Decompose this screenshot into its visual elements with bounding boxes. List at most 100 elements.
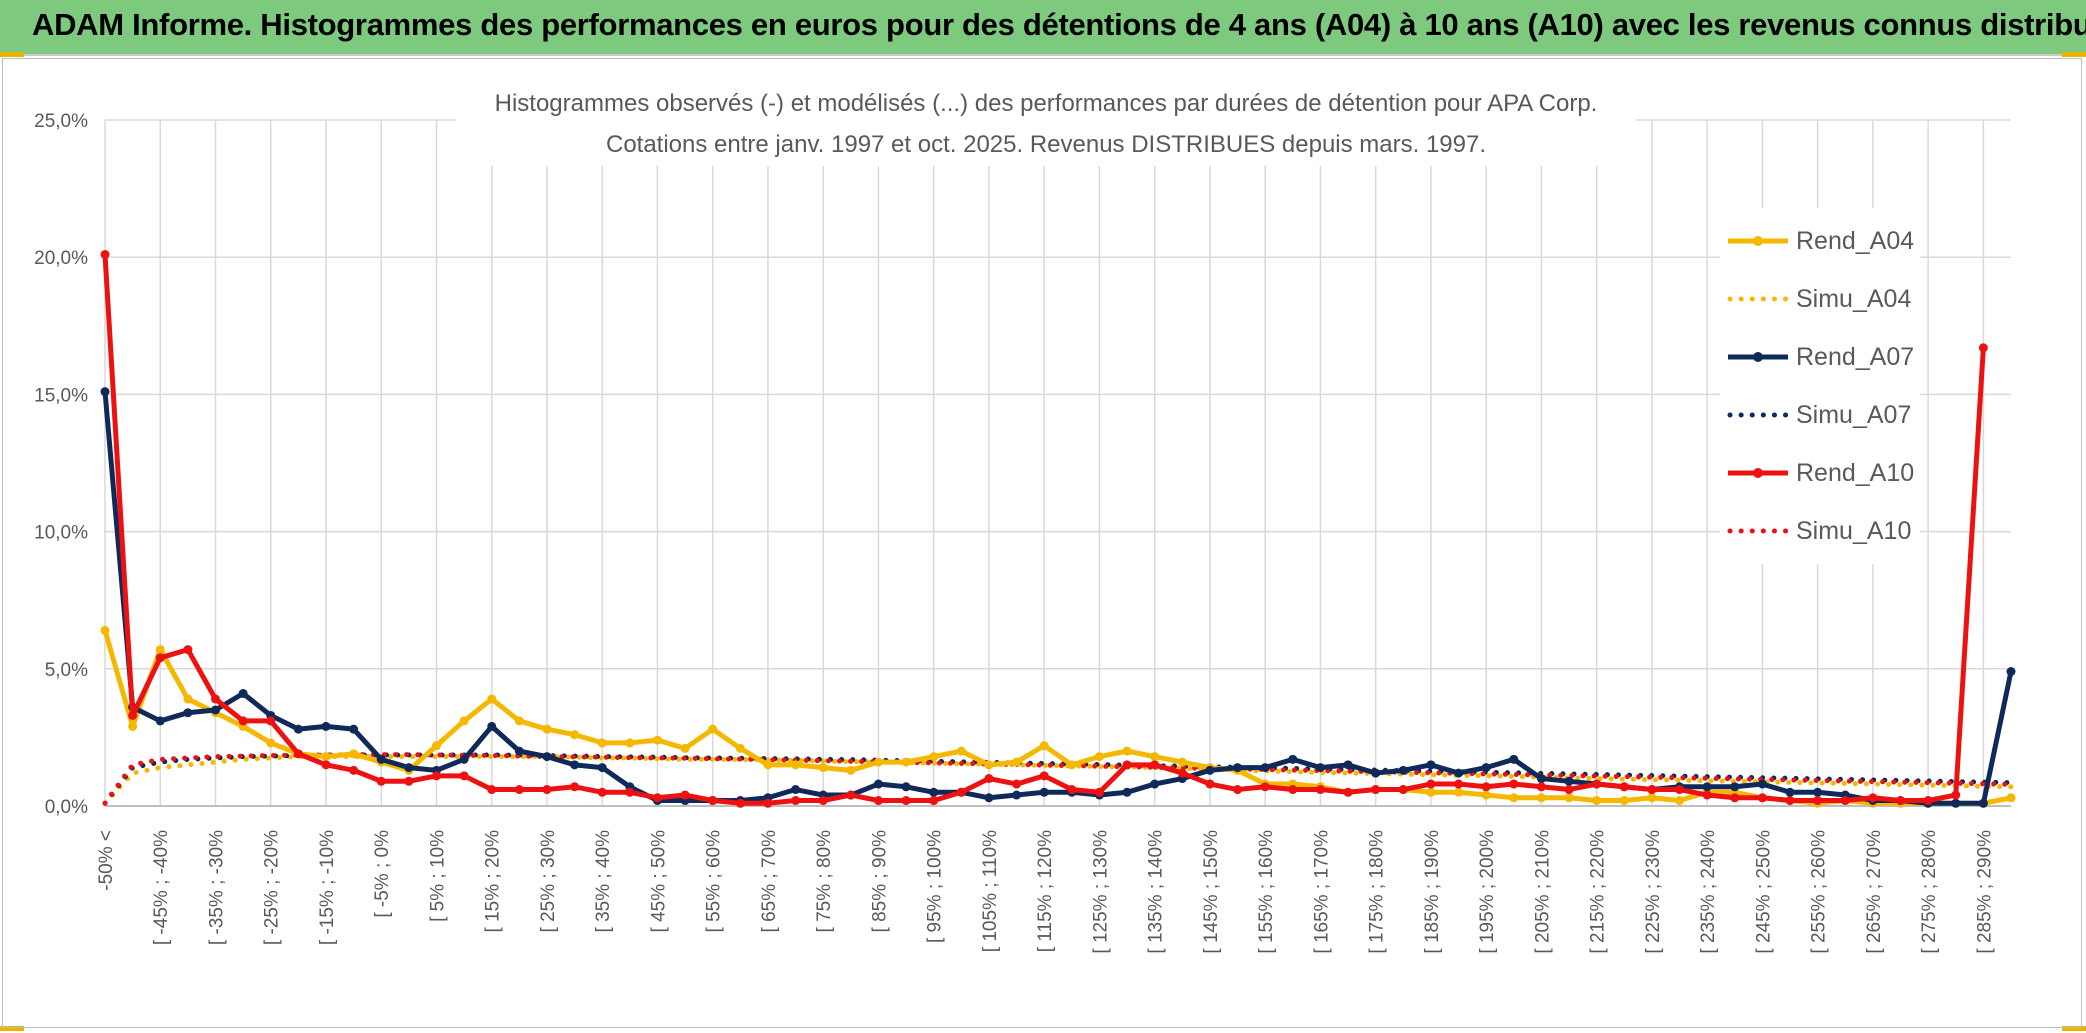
- data-point: [735, 798, 745, 808]
- legend-item: Rend_A04: [1726, 212, 1914, 270]
- data-point: [542, 724, 552, 734]
- y-tick-label: 10,0%: [34, 523, 88, 544]
- data-point: [514, 785, 524, 795]
- data-point: [1509, 779, 1519, 789]
- data-point: [791, 760, 801, 770]
- data-point: [1481, 763, 1491, 773]
- data-point: [1012, 757, 1022, 767]
- data-point: [2006, 667, 2016, 677]
- x-tick-label: [ 65% ; 70%: [759, 830, 780, 933]
- data-point: [487, 694, 497, 704]
- series-line: [102, 629, 2012, 806]
- data-point: [1288, 754, 1298, 764]
- legend-label: Simu_A07: [1796, 400, 1912, 429]
- data-point: [1951, 798, 1961, 808]
- series-Rend_A10: [100, 249, 1988, 808]
- chart-subtitle: Cotations entre janv. 1997 et oct. 2025.…: [606, 131, 1486, 158]
- corner-mark: [0, 1026, 24, 1031]
- y-tick-label: 0,0%: [45, 797, 88, 818]
- data-point: [1067, 760, 1077, 770]
- data-point: [1150, 752, 1160, 762]
- x-tick-label: [ -35% ; -30%: [206, 830, 227, 945]
- data-point: [818, 796, 828, 806]
- data-point: [735, 743, 745, 753]
- data-point: [431, 771, 441, 781]
- x-tick-label: [ 125% ; 130%: [1090, 830, 1111, 954]
- data-point: [1233, 763, 1243, 773]
- data-point: [1426, 779, 1436, 789]
- data-point: [763, 760, 773, 770]
- x-tick-label: [ 185% ; 190%: [1422, 830, 1443, 954]
- data-point: [1426, 787, 1436, 797]
- x-tick-label: [ 265% ; 270%: [1864, 830, 1885, 954]
- chart-title: Histogrammes observés (-) et modélisés (…: [495, 90, 1598, 117]
- data-point: [238, 688, 248, 698]
- data-point: [1647, 785, 1657, 795]
- data-point: [349, 765, 359, 775]
- legend-label: Simu_A10: [1796, 516, 1912, 545]
- data-point: [791, 796, 801, 806]
- title-banner: ADAM Informe. Histogrammes des performan…: [0, 0, 2086, 56]
- data-point: [183, 694, 193, 704]
- data-point: [321, 752, 331, 762]
- data-point: [873, 779, 883, 789]
- x-tick-label: [ 95% ; 100%: [925, 830, 946, 943]
- legend-swatch: [1728, 236, 1788, 246]
- data-point: [376, 776, 386, 786]
- x-tick-label: [ 135% ; 140%: [1146, 830, 1167, 954]
- data-point: [708, 796, 718, 806]
- data-point: [1343, 787, 1353, 797]
- x-tick-label: [ 85% ; 90%: [869, 830, 890, 933]
- legend-item: Simu_A04: [1726, 270, 1914, 328]
- data-point: [1150, 760, 1160, 770]
- data-point: [100, 249, 110, 259]
- x-tick-label: -50% <: [96, 830, 117, 891]
- data-point: [846, 790, 856, 800]
- data-point: [1012, 790, 1022, 800]
- data-point: [1481, 782, 1491, 792]
- data-point: [597, 738, 607, 748]
- data-point: [570, 760, 580, 770]
- data-point: [1094, 787, 1104, 797]
- data-point: [1813, 787, 1823, 797]
- x-tick-label: [ 45% ; 50%: [648, 830, 669, 933]
- data-point: [597, 763, 607, 773]
- x-axis-ticks: -50% < [ -45% ; -40% [ -35% ; -30% [ -25% ;…: [96, 830, 1995, 954]
- data-point: [349, 749, 359, 759]
- data-point: [1315, 785, 1325, 795]
- data-point: [1067, 785, 1077, 795]
- data-point: [984, 760, 994, 770]
- data-point: [100, 387, 110, 397]
- x-tick-label: [ 175% ; 180%: [1367, 830, 1388, 954]
- x-tick-label: [ 225% ; 230%: [1643, 830, 1664, 954]
- data-point: [155, 716, 165, 726]
- data-point: [929, 796, 939, 806]
- data-point: [1012, 779, 1022, 789]
- x-tick-label: [ 55% ; 60%: [704, 830, 725, 933]
- series-Simu_A10: [102, 752, 2014, 806]
- data-point: [155, 653, 165, 663]
- data-point: [901, 782, 911, 792]
- data-point: [984, 774, 994, 784]
- data-point: [1343, 760, 1353, 770]
- data-point: [1315, 763, 1325, 773]
- data-point: [1122, 760, 1132, 770]
- y-tick-label: 20,0%: [34, 248, 88, 269]
- data-point: [431, 741, 441, 751]
- y-axis-ticks: 0,0% 5,0% 10,0% 15,0% 20,0% 25,0%: [34, 111, 88, 818]
- legend-swatch: [1728, 352, 1788, 362]
- data-point: [1454, 779, 1464, 789]
- data-point: [459, 716, 469, 726]
- data-point: [404, 763, 414, 773]
- data-point: [2006, 793, 2016, 803]
- data-point: [293, 724, 303, 734]
- data-point: [1177, 757, 1187, 767]
- data-point: [1536, 782, 1546, 792]
- series-line: [102, 391, 2014, 806]
- data-point: [873, 796, 883, 806]
- data-point: [266, 716, 276, 726]
- data-point: [929, 752, 939, 762]
- x-tick-label: [ -5% ; 0%: [372, 830, 393, 918]
- data-point: [1896, 796, 1906, 806]
- data-point: [183, 708, 193, 718]
